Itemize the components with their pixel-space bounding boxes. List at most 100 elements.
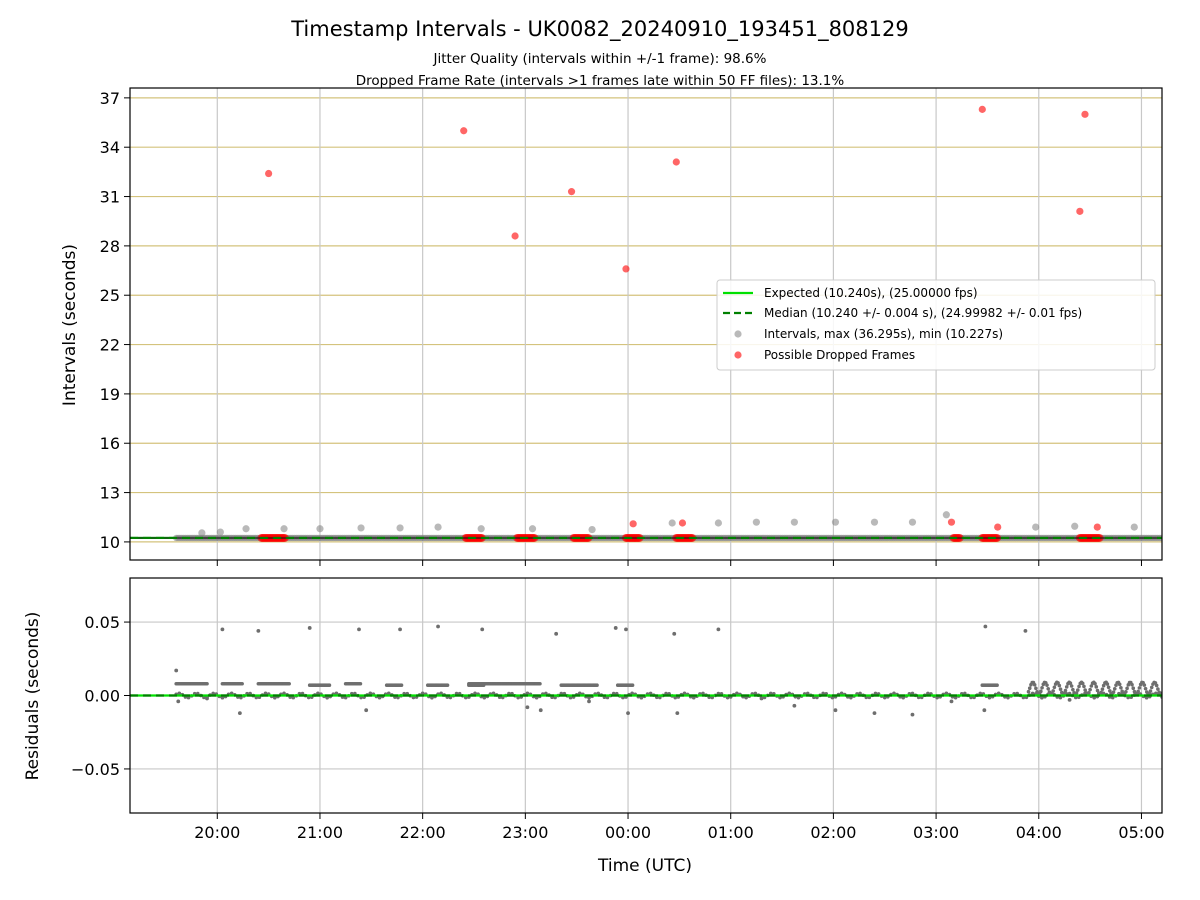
residual-point	[220, 627, 225, 632]
residual-point	[1030, 691, 1035, 696]
residual-point	[839, 691, 844, 696]
dropped-frame-point	[629, 520, 637, 528]
residual-point	[1130, 682, 1134, 687]
residual-point	[596, 691, 601, 696]
residual-point	[613, 626, 618, 630]
legend-median-label: Median (10.240 +/- 0.004 s), (24.99982 +…	[764, 306, 1082, 320]
residual-point	[624, 627, 628, 632]
residual-point	[1075, 688, 1080, 692]
x-tick-label: 00:00	[605, 823, 651, 842]
residual-point	[254, 695, 259, 700]
residual-point	[1083, 688, 1087, 692]
residual-point	[287, 681, 291, 686]
top-plot-frame	[129, 87, 1163, 561]
residual-point	[901, 695, 906, 700]
residual-point	[1067, 698, 1072, 702]
residual-point	[1087, 690, 1091, 695]
residual-point	[1069, 684, 1074, 688]
residual-point	[1045, 683, 1049, 687]
residual-point	[1125, 686, 1129, 691]
residual-point	[525, 691, 530, 696]
residual-point	[953, 695, 958, 700]
residual-point	[343, 695, 348, 700]
x-tick-label: 20:00	[194, 823, 240, 842]
legend-box	[716, 279, 1156, 371]
residual-point	[1074, 691, 1079, 695]
residual-point	[534, 695, 539, 700]
residual-point	[987, 695, 992, 700]
residual-point	[910, 712, 915, 717]
residual-point	[1062, 691, 1067, 696]
dropped-frame-point	[978, 105, 986, 113]
residual-point	[577, 691, 582, 696]
residual-point	[237, 711, 242, 716]
dropped-frame-point	[567, 188, 576, 196]
x-tick-label: 03:00	[913, 823, 959, 842]
interval-point	[1032, 523, 1040, 531]
interval-point	[477, 525, 485, 533]
residual-point	[873, 691, 878, 696]
residual-point	[263, 691, 268, 696]
residual-point	[716, 627, 721, 632]
residual-point	[1051, 689, 1055, 693]
residual-point	[1111, 690, 1116, 694]
residual-point	[439, 691, 443, 696]
residual-point	[910, 691, 915, 696]
residual-point	[327, 683, 332, 688]
x-axis-label: Time (UTC)	[597, 856, 692, 876]
interval-point	[528, 525, 537, 533]
residual-point	[1040, 685, 1044, 690]
interval-point	[242, 525, 250, 533]
residual-point	[368, 691, 373, 696]
x-tick-label: 22:00	[400, 823, 446, 842]
residual-point	[1105, 682, 1110, 686]
chart-legend: Expected (10.240s), (25.00000 fps) Median…	[716, 279, 1156, 371]
residual-point	[1063, 688, 1068, 693]
residual-point	[805, 691, 810, 696]
residual-point	[892, 691, 896, 696]
residual-point	[1058, 687, 1063, 692]
legend-dropped-label: Possible Dropped Frames	[764, 348, 915, 362]
top-y-tick-label: 19	[100, 385, 120, 404]
residual-point	[239, 695, 243, 700]
residual-point	[1094, 685, 1099, 689]
residual-point	[500, 695, 505, 700]
residual-point	[768, 691, 773, 696]
residual-point	[220, 695, 225, 700]
residual-point	[386, 691, 391, 696]
residual-point	[621, 695, 625, 700]
interval-point	[1130, 523, 1138, 531]
residual-point	[1034, 686, 1038, 691]
dropped-frame-point	[265, 169, 273, 178]
residual-point	[630, 691, 634, 696]
chart-title: Timestamp Intervals - UK0082_20240910_19…	[290, 17, 909, 42]
residual-point	[587, 699, 591, 704]
residual-point	[1110, 695, 1115, 700]
residual-point	[229, 691, 234, 696]
residual-point	[436, 624, 440, 629]
chart-subtitle-line-2: Dropped Frame Rate (intervals >1 frames …	[356, 73, 845, 89]
residual-point	[174, 668, 179, 673]
residual-point	[1032, 683, 1037, 687]
interval-point	[316, 525, 324, 533]
residual-point	[849, 695, 853, 700]
x-tick-label: 02:00	[810, 823, 856, 842]
residual-point	[672, 631, 677, 636]
bottom-y-tick-label: 0.05	[84, 613, 120, 632]
residual-point	[716, 691, 721, 696]
residual-point	[833, 708, 838, 713]
residual-point	[1093, 681, 1097, 686]
bottom-plot-frame	[129, 577, 1163, 814]
residual-point	[1099, 690, 1104, 695]
top-y-axis-label: Intervals (seconds)	[60, 244, 80, 406]
residual-point	[316, 691, 320, 696]
dropped-frame-point	[672, 158, 680, 166]
interval-point	[831, 518, 840, 526]
residual-point	[420, 691, 425, 696]
top-y-tick-label: 37	[100, 89, 120, 108]
residual-point	[1136, 689, 1140, 694]
top-plot-area	[130, 105, 1162, 542]
residual-point	[1046, 686, 1051, 691]
residual-point	[1156, 687, 1160, 691]
